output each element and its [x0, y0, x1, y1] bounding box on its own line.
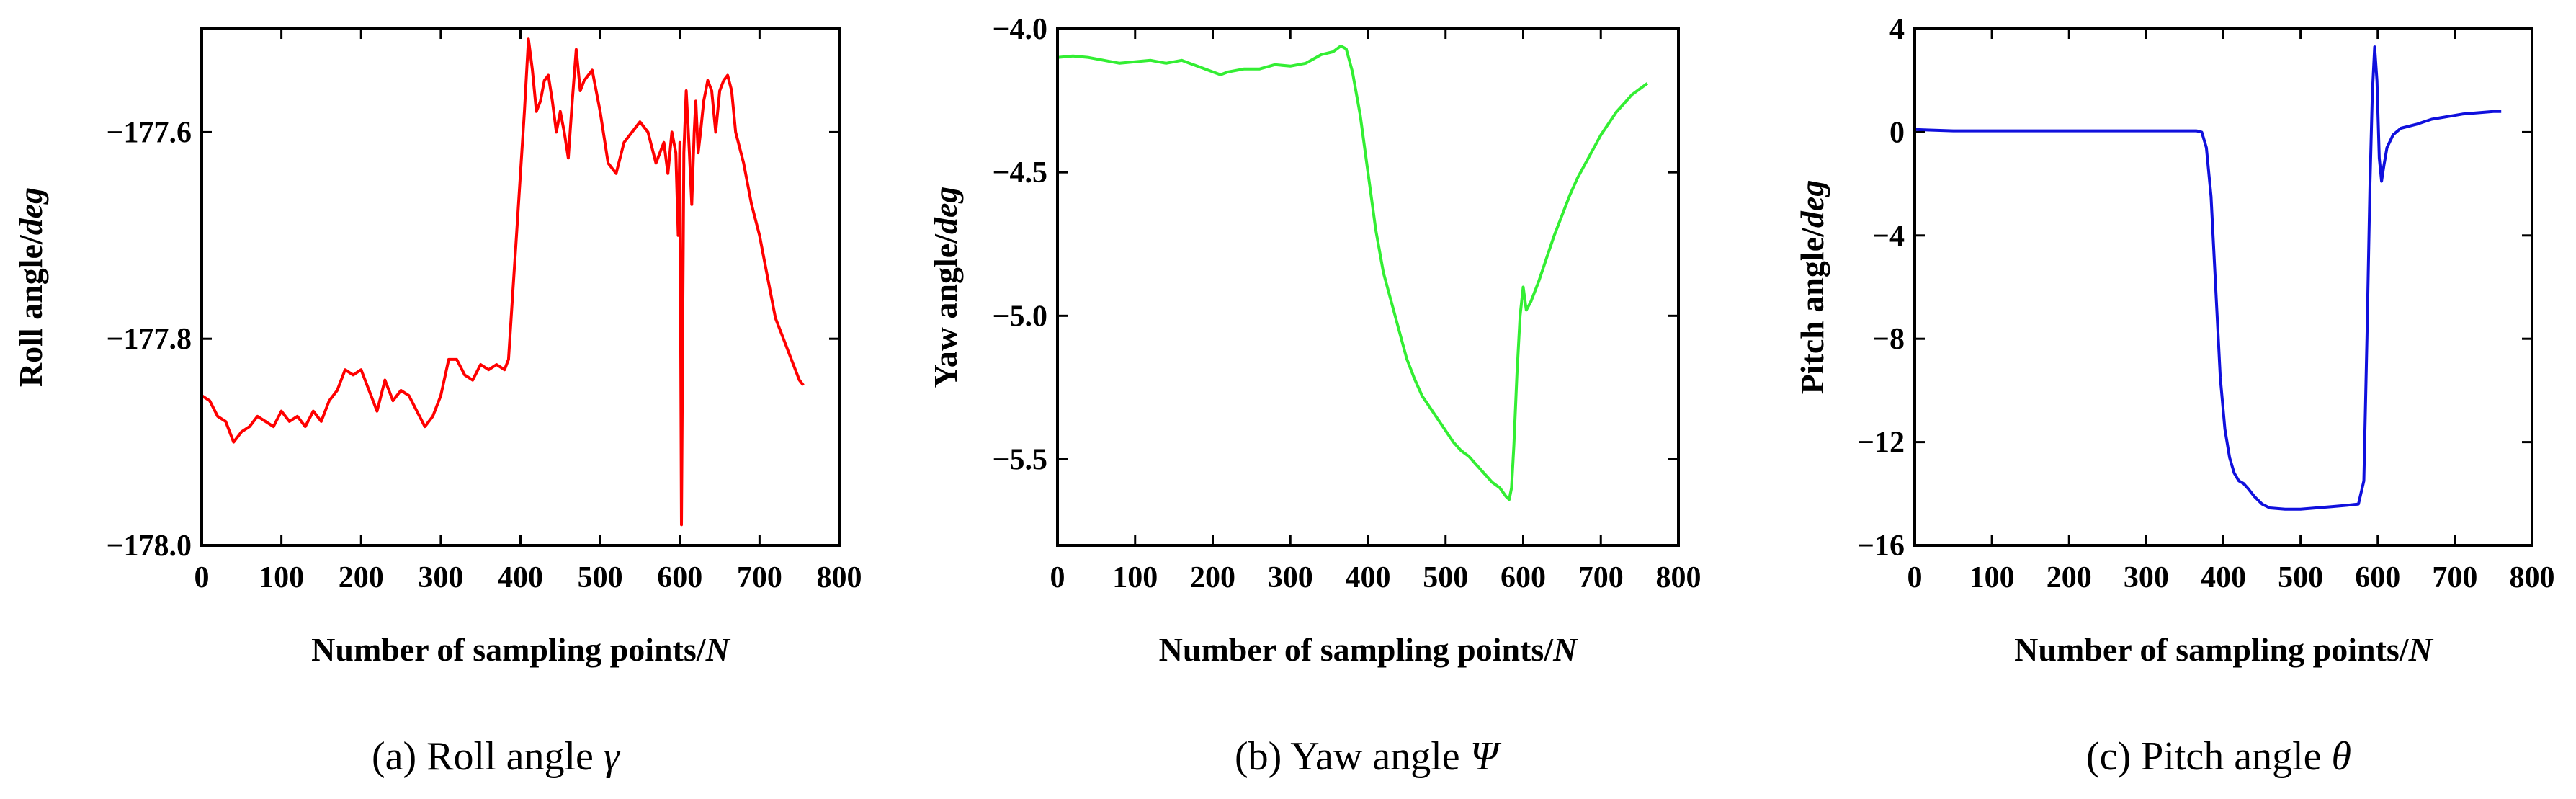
x-tick-label: 100 — [1112, 561, 1158, 594]
x-tick-label: 200 — [1190, 561, 1235, 594]
series-line — [1914, 45, 2502, 511]
x-tick-label: 300 — [2124, 561, 2169, 594]
x-tick-label: 700 — [1578, 561, 1624, 594]
x-axis-label-unit: N — [705, 631, 731, 668]
y-tick-label: −5.0 — [993, 300, 1047, 333]
x-tick-label: 500 — [578, 561, 623, 594]
panel-caption: (a) Roll angle γ — [372, 734, 621, 779]
panel-caption-symbol: γ — [604, 734, 621, 779]
x-axis-label: Number of sampling points/N — [2014, 631, 2433, 668]
chart-panel-2: 0 100 200 300 400 500 600 700 800 −16 −12 −8 −4 0 4 Num… — [1794, 13, 2555, 779]
y-tick-label: −4.0 — [993, 13, 1047, 46]
panel-caption-symbol: Ψ — [1470, 734, 1502, 779]
x-tick-label: 700 — [2432, 561, 2477, 594]
x-tick-label: 700 — [737, 561, 782, 594]
x-tick-label: 600 — [1501, 561, 1546, 594]
panel-caption: (c) Pitch angle θ — [2086, 734, 2351, 779]
panel-caption-text: (a) Roll angle — [372, 734, 604, 779]
y-axis-label-main: Pitch angle/ — [1794, 227, 1830, 394]
x-axis-label-main: Number of sampling points/ — [1159, 631, 1555, 668]
x-tick-label: 400 — [1346, 561, 1391, 594]
plot-frame — [1913, 27, 2533, 547]
y-tick-label: −4.5 — [993, 156, 1047, 189]
series-line — [200, 37, 805, 527]
series-line — [1057, 44, 1649, 501]
y-tick-label: −8 — [1872, 323, 1905, 356]
x-tick-label: 400 — [2201, 561, 2246, 594]
x-tick-label: 0 — [1908, 561, 1923, 594]
plot-frame — [1056, 27, 1680, 547]
chart-panel-1: 0 100 200 300 400 500 600 700 800 −5.5 −5.0 −4.5 −4.… — [927, 13, 1701, 779]
y-tick-label: −177.6 — [107, 116, 192, 149]
y-axis-label-unit: deg — [1794, 180, 1830, 228]
x-tick-label: 800 — [817, 561, 862, 594]
x-tick-label: 100 — [1969, 561, 2015, 594]
panel-caption-symbol: θ — [2332, 734, 2352, 779]
x-tick-label: 800 — [2510, 561, 2555, 594]
y-tick-label: 0 — [1889, 116, 1905, 149]
x-axis-label: Number of sampling points/N — [1159, 631, 1578, 668]
x-tick-label: 200 — [2047, 561, 2092, 594]
x-tick-label: 600 — [2355, 561, 2400, 594]
x-axis-label-main: Number of sampling points/ — [311, 631, 707, 668]
y-axis-label-main: Yaw angle/ — [927, 233, 964, 388]
x-tick-label: 400 — [498, 561, 543, 594]
y-axis-label-unit: deg — [12, 187, 49, 235]
x-tick-label: 800 — [1656, 561, 1701, 594]
y-axis-label-unit: deg — [927, 187, 964, 234]
x-tick-label: 500 — [2278, 561, 2323, 594]
x-axis-label: Number of sampling points/N — [311, 631, 730, 668]
x-tick-label: 500 — [1423, 561, 1468, 594]
x-tick-label: 0 — [194, 561, 210, 594]
y-axis-label: Roll angle/deg — [12, 187, 49, 387]
x-tick-label: 600 — [657, 561, 702, 594]
chart-panel-0: 0 100 200 300 400 500 600 700 800 −178.0 −177.8 −17… — [12, 27, 862, 779]
x-axis-label-unit: N — [1552, 631, 1578, 668]
y-tick-label: −178.0 — [107, 530, 192, 563]
y-axis-label: Yaw angle/deg — [927, 187, 964, 388]
x-tick-label: 300 — [418, 561, 463, 594]
x-tick-label: 100 — [259, 561, 304, 594]
y-axis-label: Pitch angle/deg — [1794, 180, 1830, 395]
x-axis-label-unit: N — [2408, 631, 2434, 668]
x-tick-label: 300 — [1268, 561, 1313, 594]
panel-caption-text: (b) Yaw angle — [1235, 734, 1470, 779]
y-axis-label-main: Roll angle/ — [12, 234, 49, 387]
panel-caption: (b) Yaw angle Ψ — [1235, 734, 1502, 779]
y-tick-label: −5.5 — [993, 444, 1047, 477]
y-tick-label: 4 — [1889, 13, 1905, 46]
y-tick-label: −12 — [1857, 427, 1905, 460]
x-tick-label: 0 — [1050, 561, 1065, 594]
y-tick-label: −177.8 — [107, 323, 192, 356]
y-tick-label: −16 — [1857, 530, 1905, 563]
y-tick-label: −4 — [1872, 220, 1905, 253]
x-tick-label: 200 — [339, 561, 384, 594]
plot-frame — [200, 27, 841, 547]
panel-caption-text: (c) Pitch angle — [2086, 734, 2332, 779]
x-axis-label-main: Number of sampling points/ — [2014, 631, 2410, 668]
